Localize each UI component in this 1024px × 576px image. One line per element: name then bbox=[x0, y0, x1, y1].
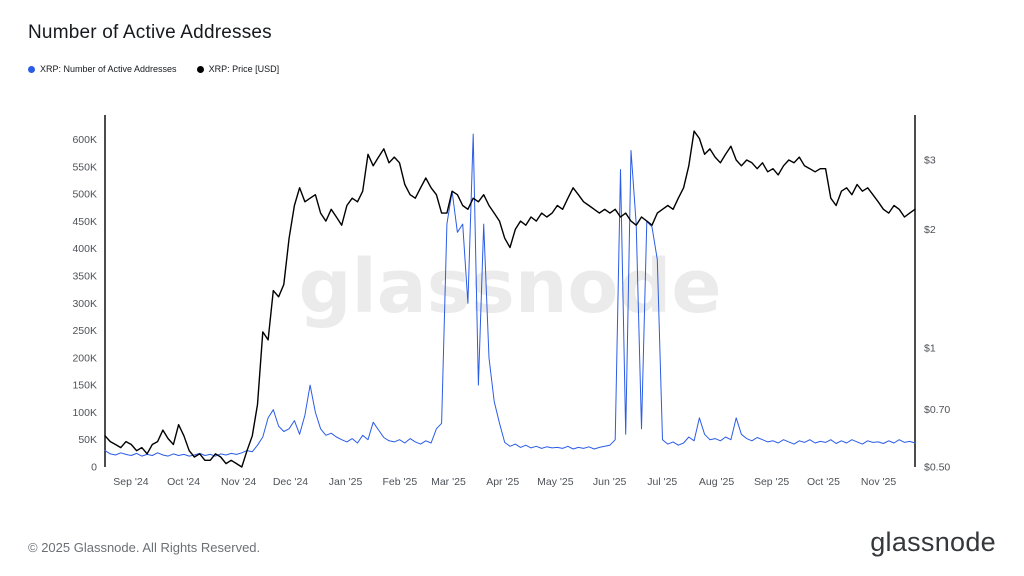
x-axis-tick: Nov '25 bbox=[861, 476, 896, 488]
legend-item-active-addresses[interactable]: XRP: Number of Active Addresses bbox=[28, 64, 177, 74]
right-axis-tick: $1 bbox=[924, 343, 936, 355]
active-addresses-series-line bbox=[104, 133, 916, 457]
right-axis-tick: $2 bbox=[924, 224, 936, 236]
right-axis-tick: $0.50 bbox=[924, 462, 950, 474]
x-axis-tick: Jun '25 bbox=[593, 476, 627, 488]
left-axis-tick: 400K bbox=[72, 243, 97, 255]
x-axis-tick: Nov '24 bbox=[221, 476, 256, 488]
active-addresses-chart[interactable]: glassnode 0 50K 100K 150K 200K 250K 300K 350K 400… bbox=[0, 100, 1024, 500]
left-axis-tick: 350K bbox=[72, 270, 97, 282]
left-axis-tick: 300K bbox=[72, 298, 97, 310]
x-axis-tick: Oct '24 bbox=[167, 476, 200, 488]
page-title: Number of Active Addresses bbox=[28, 22, 272, 43]
left-axis-tick: 550K bbox=[72, 161, 97, 173]
legend-item-price[interactable]: XRP: Price [USD] bbox=[196, 64, 280, 74]
x-axis-tick: Jan '25 bbox=[329, 476, 363, 488]
price-series-line bbox=[104, 130, 916, 468]
left-axis-tick: 100K bbox=[72, 407, 97, 419]
x-axis-tick: Sep '25 bbox=[754, 476, 789, 488]
glassnode-logo: glassnode bbox=[870, 527, 996, 557]
copyright-text: © 2025 Glassnode. All Rights Reserved. bbox=[28, 540, 261, 555]
x-axis-tick: Aug '25 bbox=[699, 476, 734, 488]
legend-dot-active-addresses bbox=[28, 65, 35, 73]
left-axis-tick: 200K bbox=[72, 352, 97, 364]
x-axis-tick: Mar '25 bbox=[431, 476, 466, 488]
x-axis-tick: Feb '25 bbox=[382, 476, 417, 488]
glassnode-watermark: glassnode bbox=[298, 244, 721, 330]
x-axis-tick: Sep '24 bbox=[113, 476, 148, 488]
right-axis-tick: $0.70 bbox=[924, 404, 950, 416]
left-axis-tick: 250K bbox=[72, 325, 97, 337]
x-axis-tick: Apr '25 bbox=[486, 476, 519, 488]
left-axis-tick: 0 bbox=[91, 462, 97, 474]
left-axis-tick: 450K bbox=[72, 216, 97, 228]
x-axis-tick: May '25 bbox=[537, 476, 574, 488]
left-axis-tick: 600K bbox=[72, 134, 97, 146]
x-axis-tick: Oct '25 bbox=[807, 476, 840, 488]
legend-label-price: XRP: Price [USD] bbox=[208, 64, 280, 74]
legend-label-active-addresses: XRP: Number of Active Addresses bbox=[40, 64, 177, 74]
x-axis-tick: Dec '24 bbox=[273, 476, 308, 488]
left-axis-tick: 500K bbox=[72, 189, 97, 201]
left-axis-tick: 150K bbox=[72, 380, 97, 392]
legend: XRP: Number of Active Addresses XRP: Pri… bbox=[28, 64, 279, 74]
right-axis-tick: $3 bbox=[924, 154, 936, 166]
legend-dot-price bbox=[196, 65, 204, 73]
x-axis-tick: Jul '25 bbox=[647, 476, 677, 488]
left-axis-tick: 50K bbox=[78, 434, 97, 446]
